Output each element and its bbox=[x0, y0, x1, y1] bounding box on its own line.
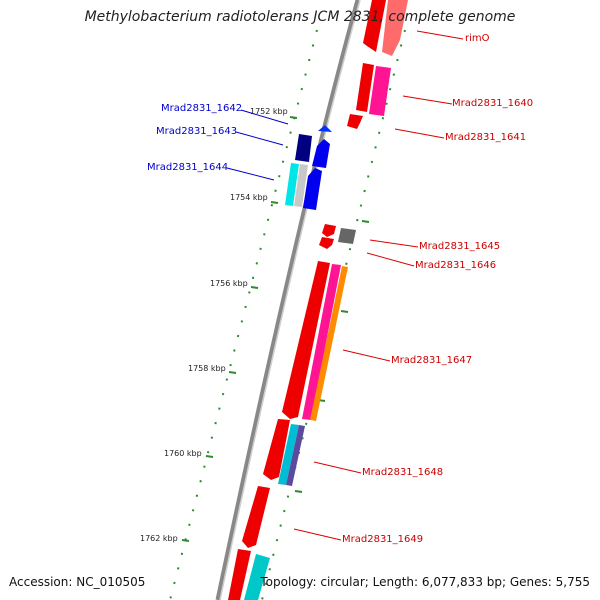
gene-Mrad2831-1647-b[interactable] bbox=[302, 264, 341, 420]
gene-Mrad2831-1646[interactable] bbox=[319, 237, 334, 249]
forward-gene-connectors bbox=[293, 30, 464, 541]
tick-mark bbox=[181, 539, 190, 542]
gene-Mrad2831-1640-b[interactable] bbox=[369, 66, 391, 116]
genome-backbone bbox=[215, 0, 361, 600]
tick-mark bbox=[340, 310, 349, 313]
gene-Mrad2831-1645-a[interactable] bbox=[322, 224, 336, 237]
gene-Mrad2831-1642[interactable] bbox=[318, 125, 332, 132]
gene-Mrad2831-1649[interactable] bbox=[242, 486, 270, 548]
gene-Mrad2831-1640-a[interactable] bbox=[356, 63, 374, 112]
connector-1644 bbox=[226, 167, 275, 181]
gene-Mrad2831-1647-a[interactable] bbox=[282, 261, 330, 419]
tick-label: 1762 kbp bbox=[140, 534, 178, 543]
tick-label: 1760 kbp bbox=[164, 449, 202, 458]
genome-summary-text: Topology: circular; Length: 6,077,833 bp… bbox=[260, 575, 590, 589]
tick-mark bbox=[294, 490, 303, 493]
gene-Mrad2831-1644-b[interactable] bbox=[294, 164, 308, 207]
gene-label-rimO[interactable]: rimO bbox=[465, 33, 490, 44]
connector-1646 bbox=[366, 252, 415, 267]
tick-label: 1756 kbp bbox=[210, 279, 248, 288]
gene-Mrad2831-1645-b[interactable] bbox=[338, 228, 356, 244]
connector-1641 bbox=[394, 128, 445, 139]
gene-label-Mrad2831-1641[interactable]: Mrad2831_1641 bbox=[445, 132, 527, 143]
gene-Mrad2831-1648-a[interactable] bbox=[263, 419, 290, 480]
connector-1647 bbox=[342, 349, 391, 362]
gene-label-Mrad2831-1642[interactable]: Mrad2831_1642 bbox=[161, 103, 243, 114]
map-title: Methylobacterium radiotolerans JCM 2831,… bbox=[84, 9, 516, 25]
connector-rimO bbox=[416, 30, 464, 40]
gene-label-Mrad2831-1647[interactable]: Mrad2831_1647 bbox=[391, 355, 473, 366]
tick-label: 1754 kbp bbox=[230, 193, 268, 202]
tick-mark bbox=[250, 286, 259, 289]
gene-Mrad2831-1644-a[interactable] bbox=[285, 163, 299, 206]
forward-genes bbox=[228, 0, 408, 600]
tick-marks bbox=[181, 116, 370, 542]
gene-Mrad2831-1650-a[interactable] bbox=[228, 549, 251, 600]
tick-mark bbox=[361, 220, 370, 223]
gene-Mrad2831-1647-c[interactable] bbox=[310, 266, 348, 421]
gene-Mrad2831-1641[interactable] bbox=[347, 114, 363, 129]
connector-1642 bbox=[240, 109, 289, 125]
tick-mark bbox=[228, 371, 237, 374]
gene-label-Mrad2831-1640[interactable]: Mrad2831_1640 bbox=[452, 98, 534, 109]
gene-rimO[interactable] bbox=[363, 0, 386, 52]
gene-Mrad2831-1644-c[interactable] bbox=[303, 168, 322, 210]
tick-label: 1758 kbp bbox=[188, 364, 226, 373]
connector-1649 bbox=[293, 528, 342, 541]
gene-label-Mrad2831-1649[interactable]: Mrad2831_1649 bbox=[342, 534, 424, 545]
gene-label-Mrad2831-1645[interactable]: Mrad2831_1645 bbox=[419, 241, 501, 252]
gene-Mrad2831-1650-b[interactable] bbox=[244, 554, 270, 600]
gene-Mrad2831-1643-b[interactable] bbox=[312, 139, 330, 168]
gene-label-Mrad2831-1646[interactable]: Mrad2831_1646 bbox=[415, 260, 497, 271]
gene-label-Mrad2831-1644[interactable]: Mrad2831_1644 bbox=[147, 162, 229, 173]
gene-label-Mrad2831-1643[interactable]: Mrad2831_1643 bbox=[156, 126, 238, 137]
outer-dotted-track bbox=[169, 29, 318, 600]
tick-mark bbox=[205, 455, 214, 458]
reverse-genes bbox=[285, 125, 332, 210]
gene-Mrad2831-1648-c[interactable] bbox=[286, 425, 305, 486]
tick-mark bbox=[270, 201, 279, 204]
gene-Mrad2831-1643-a[interactable] bbox=[295, 134, 312, 162]
connector-1645 bbox=[369, 239, 419, 248]
genome-backbone-highlight bbox=[219, 0, 361, 600]
gene-Mrad2831-1648-b[interactable] bbox=[278, 424, 299, 485]
tick-mark bbox=[289, 116, 298, 119]
connector-1643 bbox=[235, 131, 284, 146]
connector-1648 bbox=[313, 461, 362, 474]
gene-rimO-shade[interactable] bbox=[382, 0, 408, 56]
reverse-gene-connectors bbox=[226, 109, 289, 181]
connector-1640 bbox=[402, 95, 453, 105]
tick-label: 1752 kbp bbox=[250, 107, 288, 116]
gene-label-Mrad2831-1648[interactable]: Mrad2831_1648 bbox=[362, 467, 444, 478]
accession-text: Accession: NC_010505 bbox=[9, 575, 146, 589]
